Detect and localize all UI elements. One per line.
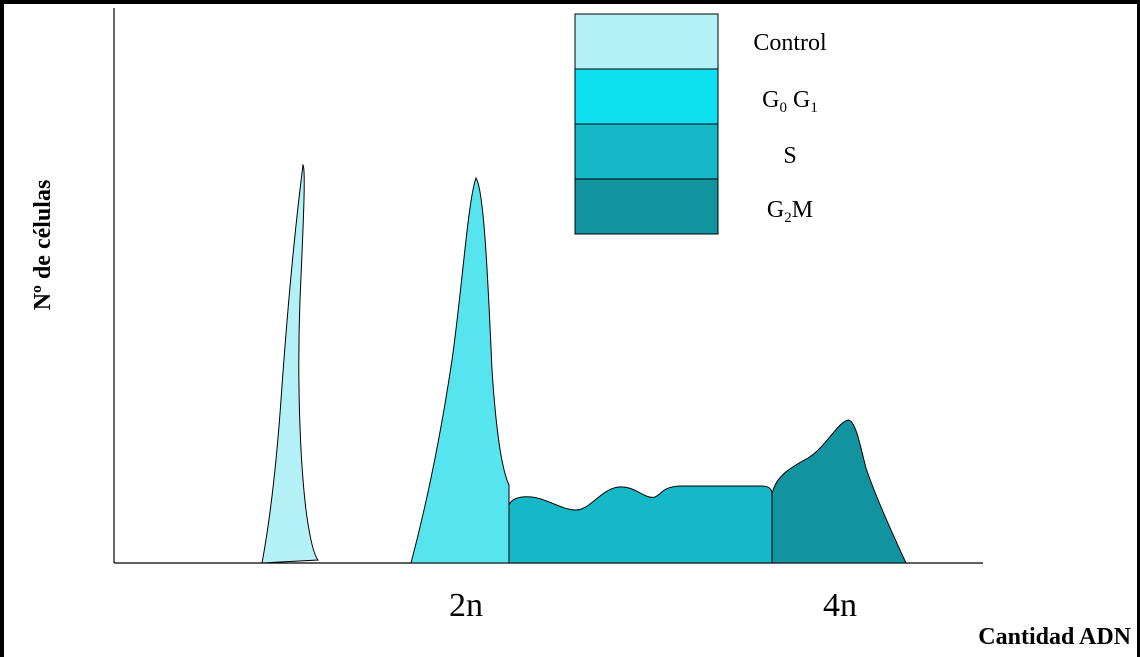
legend-label-g2m: G2M	[767, 197, 813, 226]
control-peak	[261, 163, 319, 564]
legend: Control G0 G1 S G2M	[574, 13, 827, 235]
legend-swatch-g0g1	[574, 68, 719, 125]
tick-4n: 4n	[823, 587, 857, 624]
g2m-peak	[771, 419, 907, 564]
g0g1-peak	[410, 176, 510, 564]
legend-label-g0g1: G0 G1	[762, 87, 818, 116]
legend-swatch-s	[574, 123, 719, 180]
legend-swatch-g2m	[574, 178, 719, 235]
s-phase-plateau	[508, 485, 773, 564]
y-axis-label: Nº de células	[30, 180, 56, 311]
legend-label-control: Control	[753, 30, 827, 56]
tick-2n: 2n	[449, 587, 483, 624]
legend-label-s: S	[783, 143, 796, 169]
x-axis-label: Cantidad ADN	[978, 624, 1131, 650]
legend-swatch-control	[574, 13, 719, 70]
